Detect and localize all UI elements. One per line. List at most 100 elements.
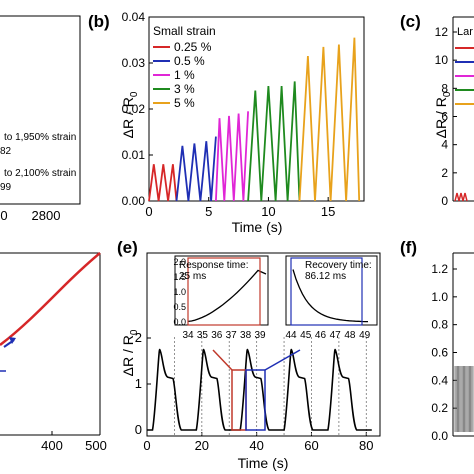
panel-e-ytick-label: 0 [135, 422, 142, 437]
panel-b-series-line [247, 81, 301, 202]
panel-d-red-curve [0, 252, 101, 346]
panel-b-legend-title: Small strain [153, 24, 216, 38]
panel-b-legend-label: 3 % [174, 82, 195, 96]
panel-b-legend-label: 0.25 % [174, 40, 212, 54]
panel-c-ylabel: ΔR / R0 [433, 91, 453, 138]
inset-response-xtick-label: 38 [240, 330, 252, 341]
panel-b-legend-label: 1 % [174, 68, 195, 82]
panel-b-xtick-label: 15 [321, 204, 335, 219]
panel-e-xtick-label: 80 [359, 438, 373, 453]
inset-recovery-xtick-label: 47 [330, 330, 342, 341]
panel-c-trace-start [454, 192, 468, 202]
panel-b-ytick-label: 0.04 [122, 10, 146, 24]
panel-b-xtick-label: 0 [145, 204, 152, 219]
panel-e-xtick-label: 40 [249, 438, 263, 453]
panel-b-legend-label: 0.5 % [174, 54, 205, 68]
panel-d-blue-arrowhead [9, 337, 16, 344]
inset-response-ytick-label: 1.5 [173, 272, 186, 282]
panel-c-ytick-label: 2 [441, 166, 448, 180]
inset-response-xtick-label: 34 [182, 330, 194, 341]
panel-b-ytick-label: 0.02 [122, 102, 146, 116]
panel-c-ytick-label: 0 [441, 194, 448, 208]
inset-response-frame [174, 255, 269, 326]
inset-response-curve [187, 269, 267, 323]
inset-response-ytick-label: 1.0 [173, 287, 186, 297]
panel-e-frame [146, 252, 381, 437]
inset-recovery-xtick-label: 49 [359, 330, 371, 341]
panel-b: (b) ΔR / R0 0.000.010.020.030.04 0 5 10 15 … [88, 10, 365, 235]
panel-a-xtick-0: 0 [0, 208, 7, 223]
panel-c-label: (c) [400, 12, 421, 31]
panel-f-ytick-label: 0.0 [431, 429, 448, 443]
panel-a-note2: to 2,100% strain [4, 168, 76, 179]
panel-b-ylabel: ΔR / R0 [120, 91, 140, 138]
panel-b-ytick-label: 0.01 [122, 148, 146, 162]
panel-f-ytick-label: 0.4 [431, 373, 448, 387]
inset-response-ytick-label: 2.0 [173, 257, 186, 267]
panel-e-xaxis: 0 20 40 60 80 [143, 432, 374, 453]
panel-f: (f) 1.2 1.0 0.8 0.6 0.4 0.2 0.0 [400, 238, 474, 443]
panel-b-series-line [175, 136, 217, 202]
panel-e-xtick-label: 20 [195, 438, 209, 453]
panel-e-response-pointer [212, 349, 233, 371]
panel-c-ytick-label: 12 [435, 25, 449, 39]
inset-recovery-window [290, 257, 363, 326]
inset-response-ytick-label: 0.5 [173, 302, 186, 312]
panel-e-recovery-pointer [264, 349, 301, 371]
panel-d-xtick-400: 400 [41, 438, 63, 453]
panel-e-recovery-box [245, 369, 266, 431]
inset-recovery-xtick-label: 46 [315, 330, 327, 341]
panel-c-ytick-label: 10 [435, 53, 449, 67]
panel-a-note1: to 1,950% strain [4, 132, 76, 143]
panel-d: 400 500 [0, 252, 107, 453]
panel-c-ytick-label: 8 [441, 81, 448, 95]
panel-c-ytick-label: 6 [441, 110, 448, 124]
panel-f-label: (f) [400, 238, 417, 257]
panel-e-ytick-label: 2 [135, 330, 142, 345]
panel-b-label: (b) [88, 12, 110, 31]
panel-b-yaxis: 0.00 0.01 0.02 0.03 0.04 [122, 10, 153, 208]
panel-b-series-line [148, 164, 178, 202]
panel-b-xtick-label: 5 [205, 204, 212, 219]
inset-recovery-xtick-label: 48 [344, 330, 356, 341]
panel-e-ytick-label: 1 [135, 376, 142, 391]
panel-e-inset-recovery: 44 45 46 47 48 49 Recovery time: 86.12 ms [285, 255, 378, 341]
panel-e: (e) ΔR / R0 0 1 2 0 20 40 60 80 0.0 0.5 1.0 1.5 2.… [117, 238, 381, 471]
panel-d-xtick-500: 500 [85, 438, 107, 453]
inset-recovery-text: Recovery time: [305, 260, 372, 271]
panel-a-note1b: 82 [0, 146, 12, 157]
panel-b-series-line [215, 111, 249, 202]
inset-recovery-axes: 44 45 46 47 48 49 [285, 330, 370, 341]
inset-response-ytick-label: 0.0 [173, 317, 186, 327]
panel-b-ytick-label: 0.03 [122, 56, 146, 70]
inset-recovery-curve [292, 269, 368, 323]
panel-a-xtick-2800: 2800 [32, 208, 61, 223]
panel-b-series [148, 37, 361, 202]
panel-b-xtick-label: 10 [261, 204, 275, 219]
panel-e-ylabel: ΔR / R0 [120, 329, 140, 376]
inset-response-axes: 0.0 0.5 1.0 1.5 2.0 34 35 36 37 38 39 [173, 257, 266, 341]
panel-f-signal [454, 366, 474, 432]
panel-b-xaxis: 0 5 10 15 [145, 197, 335, 219]
panel-e-trace [147, 348, 372, 431]
panel-e-xtick-label: 60 [304, 438, 318, 453]
inset-response-xtick-label: 35 [197, 330, 209, 341]
panel-b-xlabel: Time (s) [232, 219, 283, 235]
inset-recovery-value: 86.12 ms [305, 271, 346, 282]
inset-response-xtick-label: 37 [226, 330, 238, 341]
panel-e-label: (e) [117, 238, 138, 257]
panel-c-yaxis: 12 10 8 6 4 2 0 [435, 25, 457, 208]
panel-e-xlabel: Time (s) [238, 455, 289, 471]
panel-f-ytick-label: 0.8 [431, 318, 448, 332]
inset-response-text: Response time: [179, 260, 248, 271]
panel-a-note2b: 99 [0, 182, 12, 193]
inset-response-xtick-label: 36 [211, 330, 223, 341]
panel-b-legend: Small strain 0.25 %0.5 %1 %3 %5 % [153, 24, 216, 110]
inset-recovery-xtick-label: 45 [300, 330, 312, 341]
panel-b-ytick-label: 0.00 [122, 194, 146, 208]
panel-f-ytick-label: 0.6 [431, 346, 448, 360]
inset-response-xtick-label: 39 [254, 330, 266, 341]
panel-e-yaxis: 0 1 2 [135, 330, 151, 437]
panel-e-xtick-label: 0 [143, 438, 150, 453]
